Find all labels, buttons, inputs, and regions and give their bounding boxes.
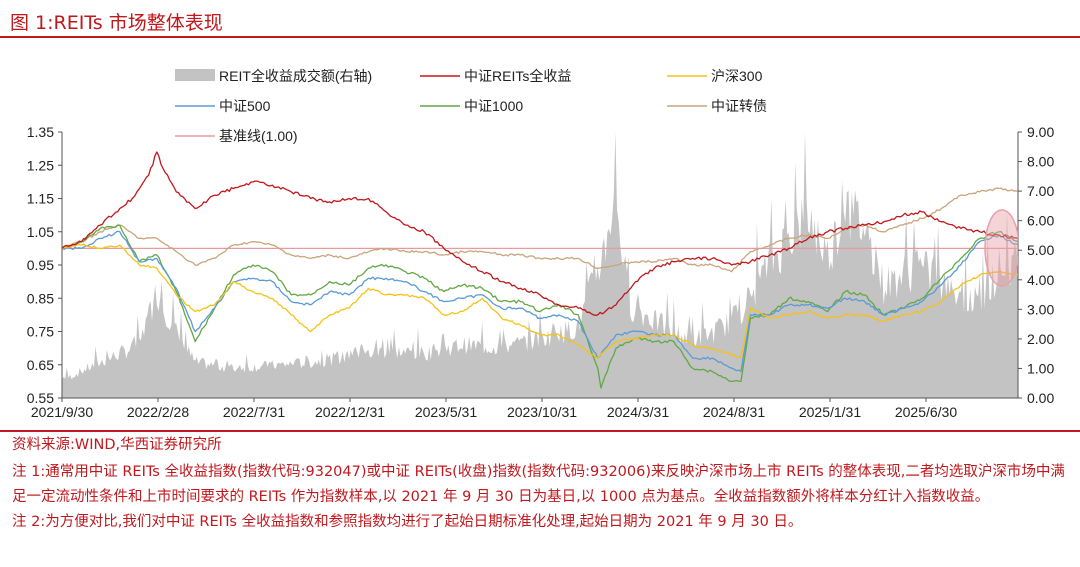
x-tick-label: 2021/9/30 bbox=[31, 404, 93, 420]
left-tick-label: 1.25 bbox=[27, 157, 54, 173]
source-line: 资料来源:WIND,华西证券研究所 bbox=[12, 437, 222, 453]
legend-label-volume: REIT全收益成交额(右轴) bbox=[219, 68, 372, 84]
reits-market-chart: REIT全收益成交额(右轴) 中证REITs全收益 沪深300 中证500 中证1000… bbox=[27, 68, 1055, 420]
x-tick-label: 2022/2/28 bbox=[127, 404, 189, 420]
tick-labels-layer: 1.35 1.25 1.15 1.05 0.95 0.85 0.75 0.65 0.55 9.00… bbox=[27, 124, 1055, 420]
series-line-cb bbox=[62, 187, 1018, 273]
right-tick-label: 9.00 bbox=[1027, 124, 1054, 140]
left-tick-label: 0.85 bbox=[27, 290, 54, 306]
latest-highlight-ellipse bbox=[984, 209, 1018, 287]
left-tick-label: 1.35 bbox=[27, 124, 54, 140]
series-line-reits bbox=[62, 151, 1018, 316]
legend-swatch-volume bbox=[175, 69, 215, 81]
legend-label-zz500: 中证500 bbox=[219, 98, 271, 114]
left-tick-label: 1.15 bbox=[27, 191, 54, 207]
left-tick-label: 0.65 bbox=[27, 357, 54, 373]
series-line-hs300 bbox=[62, 243, 1018, 359]
x-tick-label: 2024/8/31 bbox=[703, 404, 765, 420]
legend-label-hs300: 沪深300 bbox=[711, 68, 763, 84]
note-1: 注 1:通常用中证 REITs 全收益指数(指数代码:932047)或中证 RE… bbox=[12, 464, 1065, 505]
right-tick-label: 8.00 bbox=[1027, 154, 1054, 170]
x-tick-label: 2022/12/31 bbox=[315, 404, 385, 420]
notes-block: 资料来源:WIND,华西证券研究所 注 1:通常用中证 REITs 全收益指数(… bbox=[12, 433, 1072, 535]
left-tick-label: 0.75 bbox=[27, 324, 54, 340]
series-line-zz1000 bbox=[62, 224, 1018, 389]
x-tick-label: 2025/1/31 bbox=[799, 404, 861, 420]
x-tick-label: 2023/10/31 bbox=[507, 404, 577, 420]
note-2: 注 2:为方便对比,我们对中证 REITs 全收益指数和参照指数均进行了起始日期… bbox=[12, 514, 803, 530]
legend-label-cb: 中证转债 bbox=[711, 98, 767, 114]
x-tick-label: 2022/7/31 bbox=[223, 404, 285, 420]
right-tick-label: 3.00 bbox=[1027, 301, 1054, 317]
legend-label-zz1000: 中证1000 bbox=[464, 98, 523, 114]
legend-label-baseline: 基准线(1.00) bbox=[219, 128, 298, 144]
x-tick-label: 2025/6/30 bbox=[895, 404, 957, 420]
title-divider bbox=[0, 36, 1080, 38]
left-tick-label: 0.55 bbox=[27, 390, 54, 406]
volume-area bbox=[62, 132, 1018, 398]
volume-area-layer bbox=[62, 132, 1018, 398]
x-tick-label: 2024/3/31 bbox=[607, 404, 669, 420]
series-lines-layer bbox=[62, 151, 1018, 389]
right-tick-label: 7.00 bbox=[1027, 183, 1054, 199]
notes-divider bbox=[0, 430, 1080, 432]
left-tick-label: 0.95 bbox=[27, 257, 54, 273]
left-tick-label: 1.05 bbox=[27, 224, 54, 240]
series-line-zz500 bbox=[62, 230, 1018, 373]
legend-label-reits: 中证REITs全收益 bbox=[464, 68, 571, 84]
right-tick-label: 6.00 bbox=[1027, 213, 1054, 229]
right-tick-label: 2.00 bbox=[1027, 331, 1054, 347]
right-tick-label: 1.00 bbox=[1027, 360, 1054, 376]
right-tick-label: 0.00 bbox=[1027, 390, 1054, 406]
legend: REIT全收益成交额(右轴) 中证REITs全收益 沪深300 中证500 中证1000… bbox=[175, 68, 767, 144]
figure-title: 图 1:REITs 市场整体表现 bbox=[10, 12, 223, 34]
x-tick-label: 2023/5/31 bbox=[415, 404, 477, 420]
right-tick-label: 5.00 bbox=[1027, 242, 1054, 258]
right-tick-label: 4.00 bbox=[1027, 272, 1054, 288]
